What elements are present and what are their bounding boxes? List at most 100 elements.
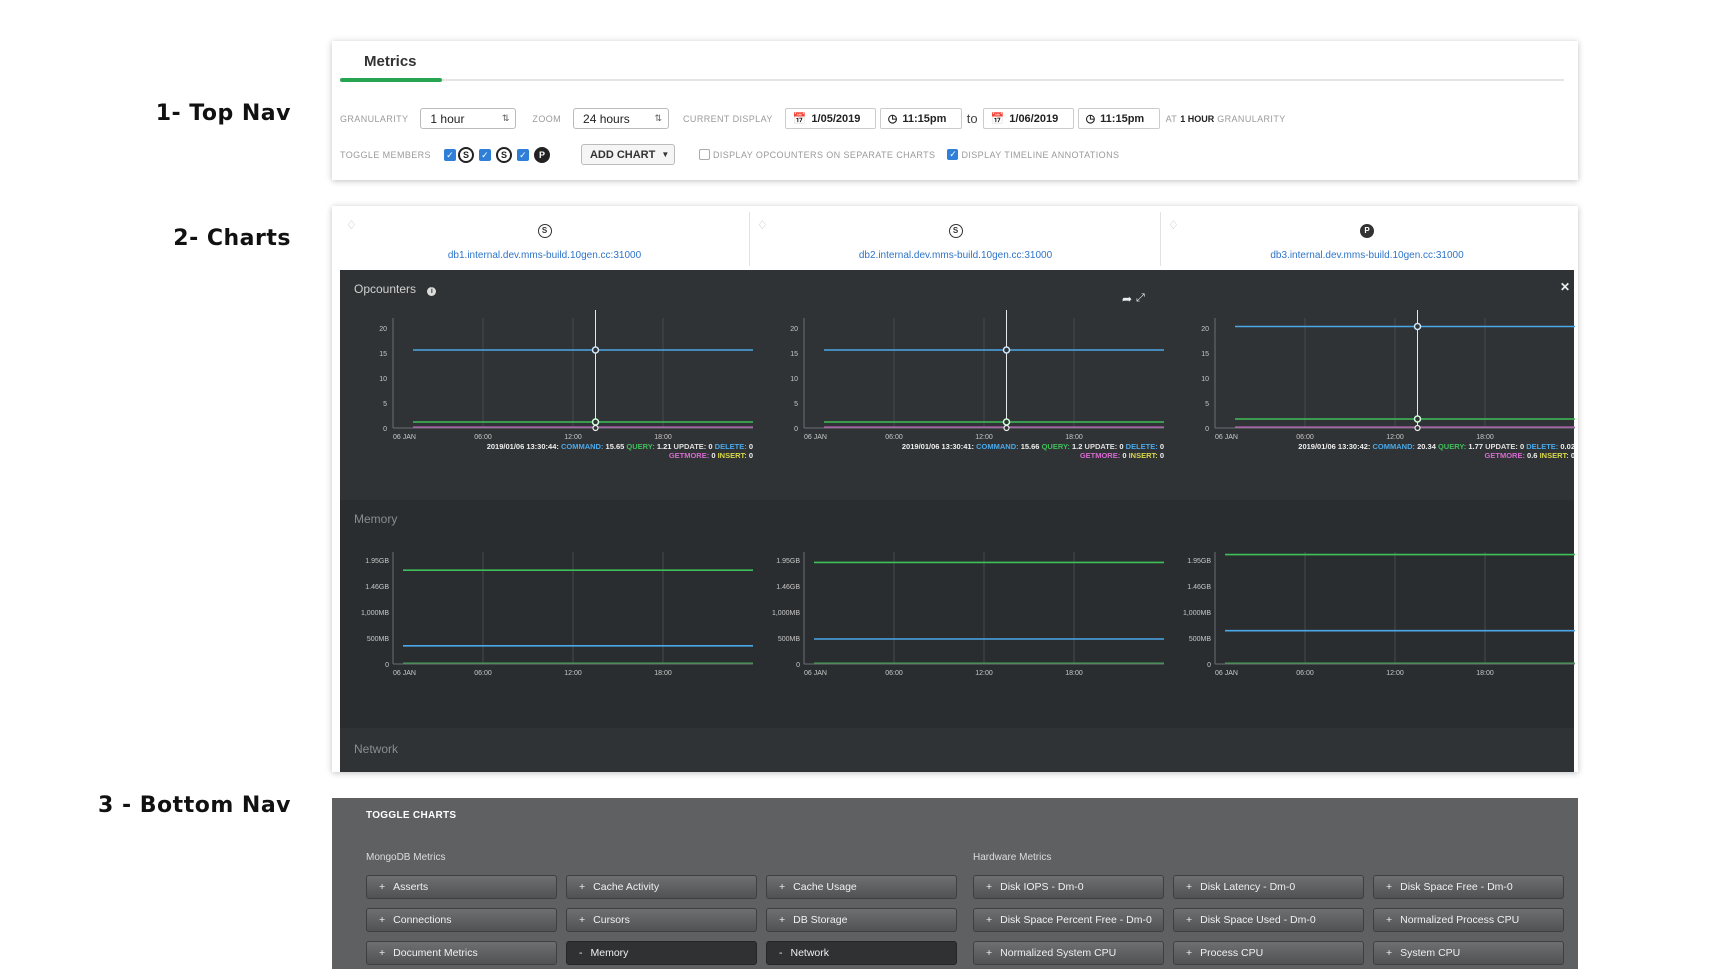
memory-chart-2[interactable]: 1.95GB 1.46GB 1,000MB 500MB 0 06 JAN 06:00 12:0…: [759, 540, 1169, 690]
from-time-input[interactable]: ◷ 11:15pm: [879, 108, 962, 129]
display-controls-row: GRANULARITY 1 hour ⇅ ZOOM 24 hours ⇅ CUR…: [340, 108, 1286, 129]
to-date-input[interactable]: 📅 1/06/2019: [982, 108, 1074, 129]
legend-delete-label: DELETE:: [1524, 442, 1561, 451]
plus-icon: +: [379, 881, 386, 893]
zero-point: [592, 424, 599, 432]
plus-icon: +: [379, 947, 386, 959]
plus-icon: +: [1186, 881, 1193, 893]
separate-charts-checkbox[interactable]: [698, 149, 710, 160]
toggle-chart-network[interactable]: - Network: [766, 941, 957, 965]
toggle-chart-disk-latency-dm-0[interactable]: + Disk Latency - Dm-0: [1173, 875, 1364, 899]
host-link-2[interactable]: db2.internal.dev.mms-build.10gen.cc:3100…: [858, 250, 1053, 261]
member-toggles: ✓ S ✓ S ✓ P: [443, 146, 550, 163]
memory-chart-3[interactable]: 1.95GB 1.46GB 1,000MB 500MB 0 06 JAN 06:00 12:0…: [1170, 540, 1578, 690]
close-icon[interactable]: ✕: [1560, 280, 1571, 294]
bell-icon[interactable]: ♢: [757, 218, 768, 232]
secondary-member-icon: S: [495, 146, 512, 163]
expand-icon[interactable]: ⤢: [1136, 292, 1145, 304]
plus-icon: +: [1386, 914, 1393, 926]
opcounters-chart-2[interactable]: 20 15 10 5 0 06 JAN 06:00 12:00 18:00: [759, 310, 1169, 460]
share-icon[interactable]: ➦: [1122, 292, 1133, 306]
y-tick-label: 1,000MB: [772, 610, 800, 617]
legend-getmore-value: 0: [711, 451, 716, 460]
info-icon[interactable]: i: [427, 287, 437, 296]
x-tick-label: 06:00: [885, 670, 903, 677]
legend-update-label: UPDATE:: [671, 442, 709, 451]
bottom-nav-label: 3 - Bottom Nav: [98, 793, 291, 818]
toggle-members-label: TOGGLE MEMBERS: [340, 149, 431, 160]
command-point: [1413, 322, 1422, 331]
legend-timestamp-value: 2019/01/06 13:30:42:: [1298, 442, 1371, 451]
plus-icon: +: [779, 881, 786, 893]
x-tick-label: 18:00: [654, 434, 672, 441]
to-time-input[interactable]: ◷ 11:15pm: [1077, 108, 1160, 129]
member-checkbox-3[interactable]: ✓: [516, 148, 529, 161]
legend-getmore-value: 0.6: [1527, 451, 1538, 460]
y-tick-label: 1.95GB: [365, 558, 389, 565]
y-tick-label: 500MB: [1189, 636, 1212, 643]
y-tick-label: 20: [379, 326, 387, 333]
plus-icon: +: [579, 914, 586, 926]
toggle-chart-normalized-process-cpu[interactable]: + Normalized Process CPU: [1373, 908, 1564, 932]
legend-delete-value: 0: [748, 442, 753, 451]
member-checkbox-2[interactable]: ✓: [478, 148, 491, 161]
opcounters-chart-3[interactable]: 20 15 10 5 0 06 JAN 06:00 12:00 18:00: [1170, 310, 1578, 460]
member-checkbox-1[interactable]: ✓: [443, 148, 456, 161]
legend-line-1: 2019/01/06 13:30:44: COMMAND: 15.65 QUER…: [368, 442, 753, 451]
host-link-1[interactable]: db1.internal.dev.mms-build.10gen.cc:3100…: [447, 250, 642, 261]
x-tick-label: 18:00: [1065, 434, 1083, 441]
bell-icon[interactable]: ♢: [346, 218, 357, 232]
toggle-chart-cache-usage[interactable]: + Cache Usage: [766, 875, 957, 899]
opcounters-chart-1[interactable]: 20 15 10 5 0 06 JAN 06:00 12:00 18:00: [348, 310, 758, 460]
toggle-chart-disk-space-free-dm-0[interactable]: + Disk Space Free - Dm-0: [1373, 875, 1564, 899]
x-tick-label: 06:00: [474, 434, 492, 441]
query-point: [1002, 418, 1011, 426]
toggle-chart-label: Normalized Process CPU: [1400, 914, 1520, 926]
toggle-chart-process-cpu[interactable]: + Process CPU: [1173, 941, 1364, 965]
toggle-chart-system-cpu[interactable]: + System CPU: [1373, 941, 1564, 965]
granularity-select[interactable]: 1 hour ⇅: [420, 108, 517, 129]
toggle-chart-disk-space-percent-free-dm-0[interactable]: + Disk Space Percent Free - Dm-0: [973, 908, 1164, 932]
host-header-3: ♢ P db3.internal.dev.mms-build.10gen.cc:…: [1162, 212, 1572, 266]
zoom-select[interactable]: 24 hours ⇅: [573, 108, 670, 129]
toggle-chart-disk-space-used-dm-0[interactable]: + Disk Space Used - Dm-0: [1173, 908, 1364, 932]
toggle-chart-connections[interactable]: + Connections: [366, 908, 557, 932]
primary-member-icon: P: [1360, 224, 1374, 238]
x-tick-label: 12:00: [1386, 434, 1404, 441]
y-tick-label: 10: [379, 376, 387, 383]
calendar-icon: 📅: [990, 113, 1005, 125]
mongodb-metrics-label: MongoDB Metrics: [366, 852, 446, 863]
add-chart-button[interactable]: ADD CHART ▼: [580, 144, 675, 165]
legend-query-value: 1.77: [1468, 442, 1483, 451]
legend-update-label: UPDATE:: [1082, 442, 1120, 451]
toggle-chart-db-storage[interactable]: + DB Storage: [766, 908, 957, 932]
toggle-chart-memory[interactable]: - Memory: [566, 941, 757, 965]
toggle-chart-label: Asserts: [393, 881, 429, 893]
plus-icon: +: [779, 914, 786, 926]
from-time-value: 11:15pm: [902, 112, 947, 125]
opcounters-legend-1: 2019/01/06 13:30:44: COMMAND: 15.65 QUER…: [368, 442, 753, 460]
toggle-chart-cursors[interactable]: + Cursors: [566, 908, 757, 932]
host-header-1: ♢ S db1.internal.dev.mms-build.10gen.cc:…: [340, 212, 750, 266]
from-date-input[interactable]: 📅 1/05/2019: [784, 108, 876, 129]
legend-delete-value: 0.02: [1560, 442, 1575, 451]
secondary-member-icon: S: [537, 224, 552, 238]
legend-insert-label: INSERT:: [715, 451, 749, 460]
toggle-chart-normalized-system-cpu[interactable]: + Normalized System CPU: [973, 941, 1164, 965]
timeline-annotations-checkbox[interactable]: ✓: [947, 149, 959, 160]
memory-chart-1[interactable]: 1.95GB 1.46GB 1,000MB 500MB 0 06 JAN 06:00 12:0…: [348, 540, 758, 690]
bell-icon[interactable]: ♢: [1168, 218, 1179, 232]
toggle-chart-cache-activity[interactable]: + Cache Activity: [566, 875, 757, 899]
y-tick-label: 1.95GB: [776, 558, 800, 565]
toggle-chart-disk-iops-dm-0[interactable]: + Disk IOPS - Dm-0: [973, 875, 1164, 899]
hardware-metrics-label: Hardware Metrics: [973, 852, 1052, 863]
plus-icon: +: [986, 947, 993, 959]
host-link-3[interactable]: db3.internal.dev.mms-build.10gen.cc:3100…: [1270, 250, 1464, 261]
toggle-chart-document-metrics[interactable]: + Document Metrics: [366, 941, 557, 965]
legend-line-2: GETMORE: 0.6 INSERT: 0: [1190, 451, 1575, 460]
toggle-chart-asserts[interactable]: + Asserts: [366, 875, 557, 899]
y-tick-label: 10: [1201, 376, 1209, 383]
legend-getmore-label: GETMORE:: [1079, 451, 1123, 460]
tab-metrics[interactable]: Metrics: [364, 53, 417, 70]
legend-insert-label: INSERT:: [1126, 451, 1160, 460]
